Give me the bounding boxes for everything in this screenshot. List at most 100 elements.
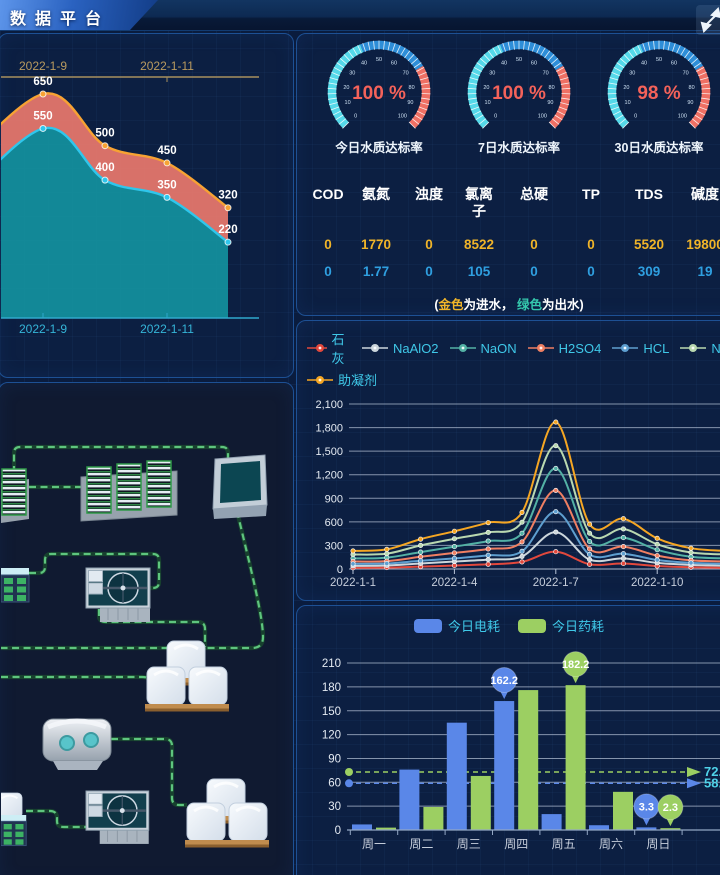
water-quality-table: COD 氨氮 浊度 氯离子 总硬 TP TDS 碱度 0 1770 0 8522 0 0 5520 1980 0… bbox=[297, 184, 720, 286]
legend-label: NaAlO2 bbox=[393, 340, 439, 356]
svg-text:100 %: 100 % bbox=[352, 83, 406, 104]
svg-text:0: 0 bbox=[354, 113, 357, 119]
material-bags-top bbox=[145, 639, 229, 712]
panel-inout-trend: 2022-1-9 2022-1-9 2022-1-11 2022-1-11 650 500… bbox=[0, 33, 294, 378]
svg-text:2022-1-11: 2022-1-11 bbox=[140, 322, 194, 336]
gauge-0: 0 10 20 30 40 50 60 70 80 90 100 100 % 今日水质达标率 bbox=[309, 38, 449, 156]
note-part-4: 为出水) bbox=[542, 298, 584, 312]
legend-label: HCL bbox=[643, 340, 670, 356]
water-tank bbox=[212, 454, 268, 519]
gauge-1: 0 10 20 30 40 50 60 70 80 90 100 100 % 7日水质达标率 bbox=[449, 38, 589, 156]
legend-item-NaAlO2[interactable]: NaAlO2 bbox=[362, 341, 439, 356]
inout-area-chart: 2022-1-9 2022-1-9 2022-1-11 2022-1-11 650 500… bbox=[1, 59, 259, 336]
svg-text:3.3: 3.3 bbox=[639, 801, 654, 813]
svg-text:90: 90 bbox=[328, 753, 341, 765]
svg-text:100: 100 bbox=[678, 113, 687, 119]
svg-text:0: 0 bbox=[634, 113, 637, 119]
lamella-unit bbox=[1, 567, 30, 603]
legend-item-今日电耗[interactable]: 今日电耗 bbox=[413, 616, 500, 635]
svg-text:50: 50 bbox=[376, 57, 382, 63]
consumption-legend: 今日电耗 今日药耗 bbox=[297, 616, 720, 635]
svg-text:30: 30 bbox=[629, 71, 635, 77]
svg-text:400: 400 bbox=[95, 162, 114, 174]
svg-text:1,500: 1,500 bbox=[315, 446, 343, 458]
note-part-3: 绿色 bbox=[516, 298, 542, 312]
legend-label: NaON bbox=[480, 340, 517, 356]
svg-text:30: 30 bbox=[349, 71, 355, 77]
legend-item-H2SO4[interactable]: H2SO4 bbox=[527, 341, 601, 356]
svg-text:60: 60 bbox=[391, 61, 397, 67]
table-header-7: 碱度 bbox=[691, 186, 719, 202]
gauge-dial-icon: 0 10 20 30 40 50 60 70 80 90 100 98 % bbox=[607, 40, 711, 129]
svg-text:162.2: 162.2 bbox=[490, 675, 518, 687]
svg-text:周五: 周五 bbox=[552, 837, 576, 851]
legend-marker-icon bbox=[612, 344, 639, 352]
note-part-2: 为进水， bbox=[463, 298, 517, 312]
svg-text:2,100: 2,100 bbox=[315, 399, 343, 411]
svg-text:20: 20 bbox=[343, 85, 349, 91]
legend-marker-icon bbox=[680, 344, 707, 352]
legend-item-HCL[interactable]: HCL bbox=[612, 341, 669, 356]
outlet-value-4: 0 bbox=[530, 264, 538, 279]
svg-text:40: 40 bbox=[641, 61, 647, 67]
svg-text:30: 30 bbox=[489, 71, 495, 77]
header-banner: 数据平台 bbox=[0, 0, 158, 30]
svg-text:210: 210 bbox=[322, 658, 341, 670]
svg-text:180: 180 bbox=[322, 682, 341, 694]
svg-text:100: 100 bbox=[538, 113, 547, 119]
svg-text:30: 30 bbox=[328, 801, 341, 813]
note-part-0: ( bbox=[434, 298, 439, 312]
svg-text:周六: 周六 bbox=[599, 837, 623, 851]
gauge-caption: 7日水质达标率 bbox=[478, 141, 560, 155]
svg-text:600: 600 bbox=[325, 517, 343, 529]
storage-tank bbox=[42, 718, 112, 770]
legend-label: 助凝剂 bbox=[338, 373, 378, 388]
legend-item-NaCLO[interactable]: NaCLO bbox=[680, 341, 720, 356]
svg-text:80: 80 bbox=[549, 85, 555, 91]
legend-marker-icon bbox=[307, 375, 333, 384]
svg-text:320: 320 bbox=[218, 190, 237, 202]
table-header-3: 氯离子 bbox=[465, 186, 493, 219]
legend-item-NaON[interactable]: NaON bbox=[449, 340, 517, 356]
note-part-1: 金色 bbox=[438, 298, 464, 312]
svg-text:300: 300 bbox=[325, 540, 343, 552]
legend-item-今日药耗[interactable]: 今日药耗 bbox=[518, 616, 604, 635]
legend-label: 石灰 bbox=[331, 332, 345, 366]
table-header-0: COD bbox=[312, 186, 344, 202]
svg-text:周二: 周二 bbox=[409, 837, 433, 851]
inlet-value-0: 0 bbox=[324, 237, 332, 252]
inlet-value-3: 8522 bbox=[463, 237, 495, 252]
legend-marker-icon bbox=[362, 344, 389, 352]
panel-water-quality: 0 10 20 30 40 50 60 70 80 90 100 100 % 今日水质达标率 0 10 20 3… bbox=[296, 33, 720, 316]
legend-label: 今日电耗 bbox=[447, 619, 500, 634]
legend-label: 今日药耗 bbox=[552, 619, 605, 634]
svg-text:150: 150 bbox=[322, 706, 341, 718]
outlet-value-2: 0 bbox=[425, 264, 433, 279]
legend-item-石灰[interactable]: 石灰 bbox=[307, 329, 351, 367]
svg-text:80: 80 bbox=[409, 85, 415, 91]
svg-text:1,200: 1,200 bbox=[315, 470, 343, 482]
svg-text:900: 900 bbox=[325, 493, 343, 505]
svg-text:70: 70 bbox=[683, 71, 689, 77]
svg-text:450: 450 bbox=[157, 145, 176, 157]
svg-text:10: 10 bbox=[625, 100, 631, 106]
svg-text:0: 0 bbox=[337, 564, 343, 576]
page-title: 数据平台 bbox=[10, 11, 111, 28]
outlet-value-7: 19 bbox=[697, 264, 713, 279]
svg-text:90: 90 bbox=[687, 100, 693, 106]
svg-text:50: 50 bbox=[516, 57, 522, 63]
svg-text:100 %: 100 % bbox=[492, 83, 546, 104]
svg-text:50: 50 bbox=[656, 57, 662, 63]
svg-text:2022-1-11: 2022-1-11 bbox=[140, 59, 194, 73]
svg-text:500: 500 bbox=[95, 128, 114, 140]
svg-text:60: 60 bbox=[328, 777, 341, 789]
legend-item-助凝剂[interactable]: 助凝剂 bbox=[307, 370, 377, 389]
gauge-dial-icon: 0 10 20 30 40 50 60 70 80 90 100 100 % bbox=[327, 40, 431, 129]
svg-text:70: 70 bbox=[543, 71, 549, 77]
svg-text:10: 10 bbox=[345, 100, 351, 106]
inlet-value-1: 1770 bbox=[360, 237, 392, 252]
outlet-value-5: 0 bbox=[587, 264, 595, 279]
table-color-note: (金色为进水， 绿色为出水) bbox=[297, 294, 720, 313]
svg-text:70: 70 bbox=[403, 71, 409, 77]
